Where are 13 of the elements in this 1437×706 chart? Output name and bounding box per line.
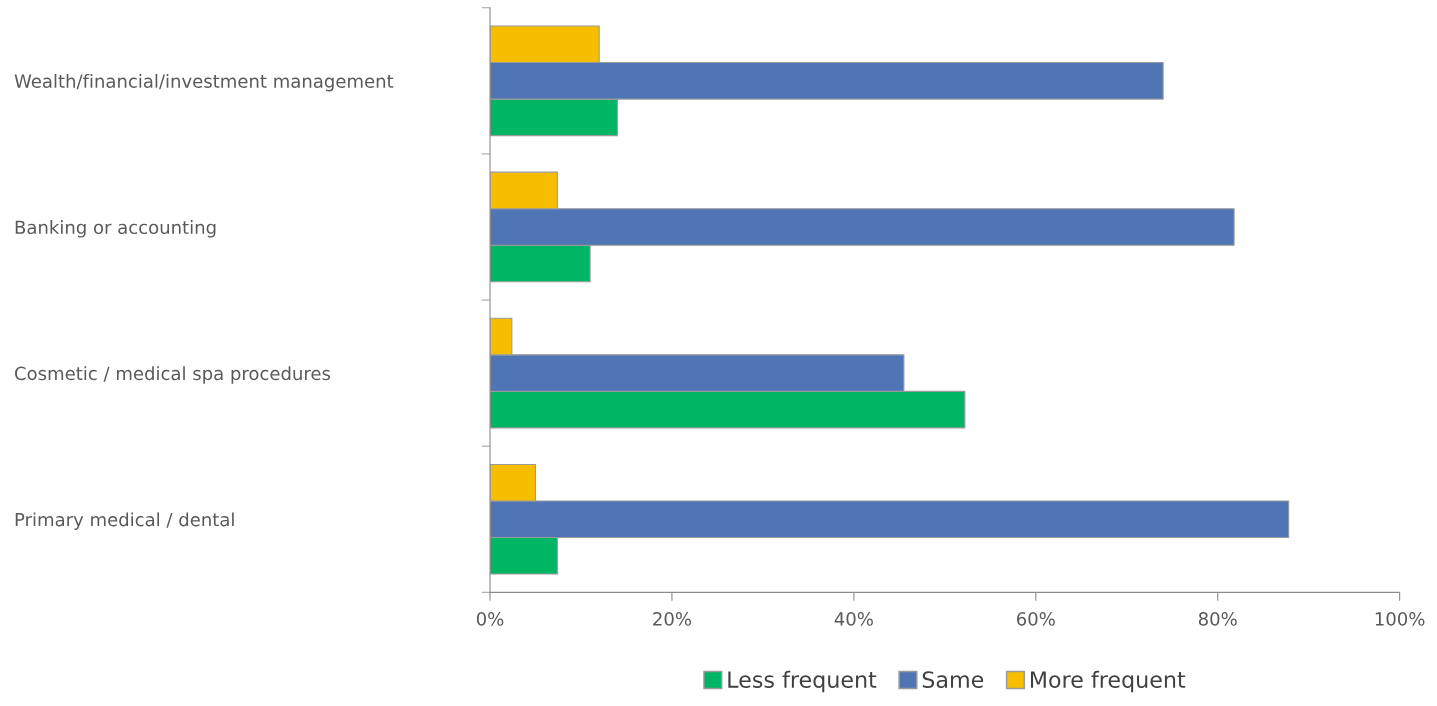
x-tick-label: 20% xyxy=(653,612,692,626)
y-tick-label: Wealth/financial/investment management xyxy=(14,73,394,92)
legend-label: More frequent xyxy=(1030,670,1186,693)
y-tick-label: Primary medical / dental xyxy=(15,512,234,530)
x-tick-label: 60% xyxy=(1016,612,1055,626)
y-tick-label: Banking or accounting xyxy=(15,220,216,238)
x-tick-label: 40% xyxy=(834,612,873,626)
x-tick-label: 100% xyxy=(1375,612,1425,626)
x-tick-label: 80% xyxy=(1198,612,1237,626)
legend-label: Same xyxy=(922,671,984,688)
x-tick-label: 0% xyxy=(476,612,504,626)
y-tick-label: Cosmetic / medical spa procedures xyxy=(15,366,331,384)
legend-label: Less frequent xyxy=(728,670,877,693)
